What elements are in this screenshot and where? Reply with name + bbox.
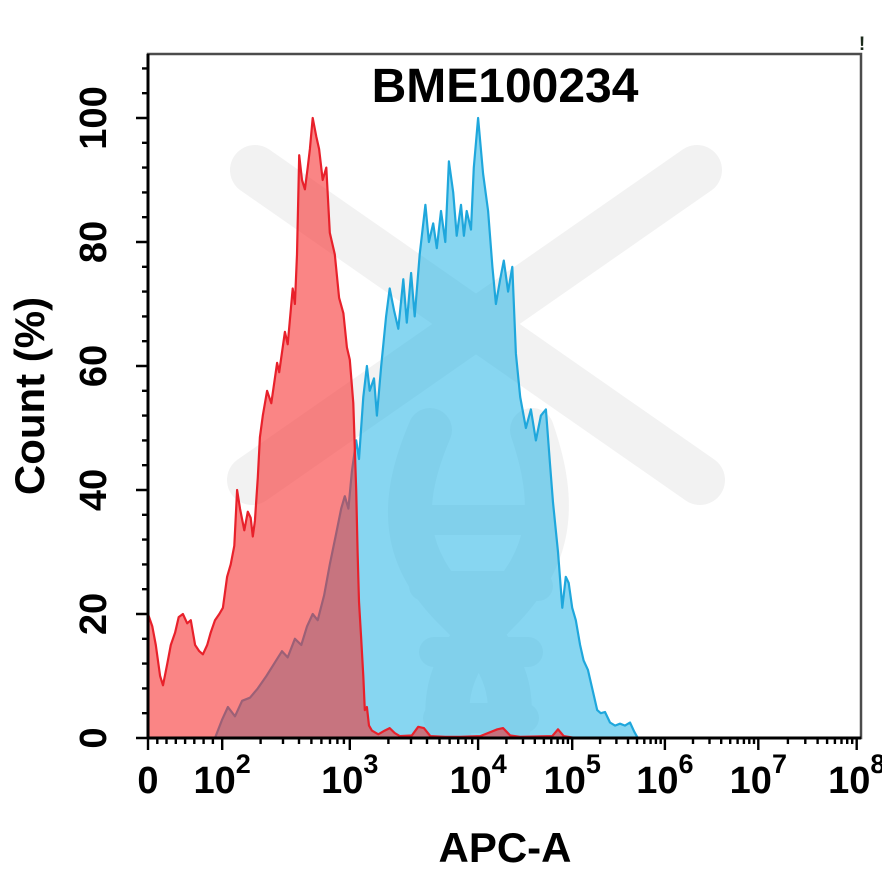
y-tick-label: 100 xyxy=(73,86,115,149)
y-axis-title: Count (%) xyxy=(6,297,53,495)
x-tick-label: 104 xyxy=(449,749,506,802)
x-tick-label: 102 xyxy=(193,749,250,802)
x-tick-label: 0 xyxy=(137,760,158,802)
y-tick-label: 40 xyxy=(73,469,115,511)
x-axis-title: APC-A xyxy=(439,824,572,871)
chart-title: BME100234 xyxy=(372,60,639,113)
y-tick-label: 60 xyxy=(73,345,115,387)
y-tick-label: 80 xyxy=(73,221,115,263)
x-tick-label: 105 xyxy=(544,749,601,802)
x-tick-label: 108 xyxy=(828,749,882,802)
y-tick-label: 20 xyxy=(73,593,115,635)
corner-exclamation-mark: ! xyxy=(859,34,865,55)
y-tick-label: 0 xyxy=(73,727,115,748)
y-axis-ticks xyxy=(136,67,148,740)
histogram-red-series xyxy=(148,116,577,738)
red-histogram xyxy=(148,116,577,738)
x-tick-label: 107 xyxy=(730,749,787,802)
x-axis-tick-labels: 0 102 103 104 105 106 107 108 xyxy=(137,749,882,802)
x-axis-ticks xyxy=(146,738,858,750)
y-axis-tick-labels: 0 20 40 60 80 100 xyxy=(73,86,115,748)
x-tick-label: 103 xyxy=(321,749,378,802)
x-tick-label: 106 xyxy=(636,749,693,802)
